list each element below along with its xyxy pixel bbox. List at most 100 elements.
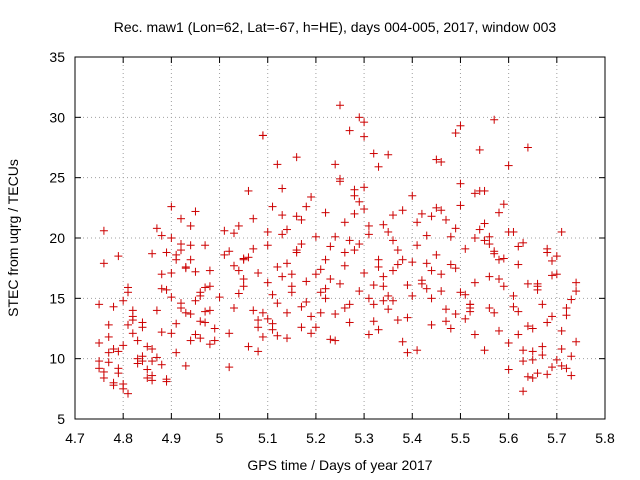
x-tick-label: 5.8 bbox=[595, 430, 615, 446]
y-tick-label: 5 bbox=[57, 411, 65, 427]
data-point bbox=[297, 215, 306, 224]
data-point bbox=[234, 221, 243, 230]
data-point bbox=[292, 212, 301, 221]
data-point bbox=[552, 252, 561, 261]
data-point bbox=[340, 218, 349, 227]
x-tick-label: 5.5 bbox=[451, 430, 471, 446]
data-point bbox=[124, 283, 132, 292]
data-point bbox=[109, 378, 118, 387]
data-point bbox=[572, 337, 581, 346]
data-point bbox=[287, 282, 296, 291]
data-point bbox=[456, 201, 465, 210]
x-tick-label: 4.9 bbox=[162, 430, 182, 446]
data-point bbox=[133, 336, 142, 345]
data-point bbox=[345, 236, 354, 245]
data-point bbox=[205, 340, 214, 349]
data-point bbox=[278, 230, 287, 239]
data-point bbox=[519, 238, 528, 247]
data-point bbox=[201, 318, 210, 327]
x-tick-labels: 4.7 4.8 4.9 5 5.1 5.2 5.3 5.4 5.5 5.6 5.7 5.8 bbox=[65, 430, 615, 446]
data-point bbox=[157, 328, 166, 337]
data-point bbox=[196, 317, 205, 326]
data-point bbox=[456, 179, 465, 188]
data-point bbox=[528, 347, 537, 356]
data-point bbox=[360, 118, 369, 127]
data-point bbox=[437, 287, 446, 296]
data-point bbox=[172, 348, 181, 357]
data-point bbox=[128, 329, 137, 338]
data-point bbox=[258, 332, 267, 341]
data-point bbox=[413, 241, 422, 250]
x-tick-label: 5.4 bbox=[403, 430, 423, 446]
data-point bbox=[143, 373, 152, 382]
y-tick-label: 20 bbox=[49, 230, 65, 246]
data-point bbox=[422, 259, 431, 268]
data-point bbox=[495, 326, 503, 335]
data-point bbox=[413, 218, 422, 227]
data-point bbox=[422, 284, 431, 293]
data-point bbox=[495, 208, 503, 217]
data-point bbox=[340, 261, 349, 270]
data-point bbox=[499, 282, 508, 291]
data-point bbox=[278, 211, 287, 220]
data-point bbox=[95, 300, 104, 309]
data-point bbox=[278, 272, 287, 281]
data-point bbox=[326, 335, 335, 344]
data-point bbox=[205, 266, 214, 275]
data-point bbox=[345, 318, 354, 327]
x-tick-label: 4.8 bbox=[113, 430, 133, 446]
data-point bbox=[374, 162, 383, 171]
data-point bbox=[99, 367, 108, 376]
data-point bbox=[162, 377, 171, 386]
data-point bbox=[504, 338, 513, 347]
x-tick-label: 5 bbox=[216, 430, 224, 446]
data-point bbox=[95, 364, 104, 373]
data-point bbox=[557, 345, 566, 354]
data-point bbox=[369, 149, 378, 158]
data-point bbox=[557, 361, 566, 370]
data-point bbox=[205, 282, 214, 291]
data-point bbox=[307, 192, 316, 201]
data-point bbox=[244, 342, 253, 351]
data-point bbox=[514, 330, 523, 339]
data-point bbox=[109, 345, 118, 354]
data-point bbox=[480, 186, 489, 195]
data-point bbox=[514, 242, 523, 251]
data-point bbox=[152, 353, 161, 362]
data-point bbox=[350, 209, 359, 218]
data-point bbox=[461, 290, 470, 299]
data-point bbox=[422, 231, 431, 240]
data-point bbox=[114, 364, 123, 373]
data-point bbox=[490, 308, 499, 317]
data-point bbox=[181, 361, 190, 370]
data-point bbox=[186, 310, 195, 319]
y-tick-label: 10 bbox=[49, 351, 65, 367]
data-point bbox=[162, 248, 171, 257]
data-point bbox=[379, 296, 388, 305]
data-point bbox=[451, 224, 460, 233]
data-point bbox=[432, 203, 441, 212]
data-point bbox=[523, 372, 532, 381]
data-point bbox=[326, 275, 335, 284]
data-point bbox=[268, 319, 277, 328]
data-point bbox=[364, 221, 373, 230]
data-point bbox=[360, 132, 369, 141]
data-point bbox=[230, 261, 238, 270]
data-point bbox=[384, 291, 393, 300]
data-point bbox=[504, 365, 513, 374]
data-point bbox=[148, 376, 157, 385]
data-point bbox=[225, 329, 234, 338]
data-point bbox=[393, 316, 402, 325]
data-point bbox=[504, 161, 513, 170]
data-point bbox=[413, 346, 422, 355]
data-point bbox=[152, 306, 161, 315]
data-point bbox=[427, 266, 436, 275]
data-point bbox=[263, 278, 272, 287]
data-point bbox=[321, 208, 330, 217]
data-point bbox=[114, 252, 123, 261]
data-point bbox=[533, 369, 542, 378]
data-point bbox=[340, 248, 349, 257]
data-point bbox=[167, 268, 176, 277]
data-point bbox=[316, 308, 325, 317]
